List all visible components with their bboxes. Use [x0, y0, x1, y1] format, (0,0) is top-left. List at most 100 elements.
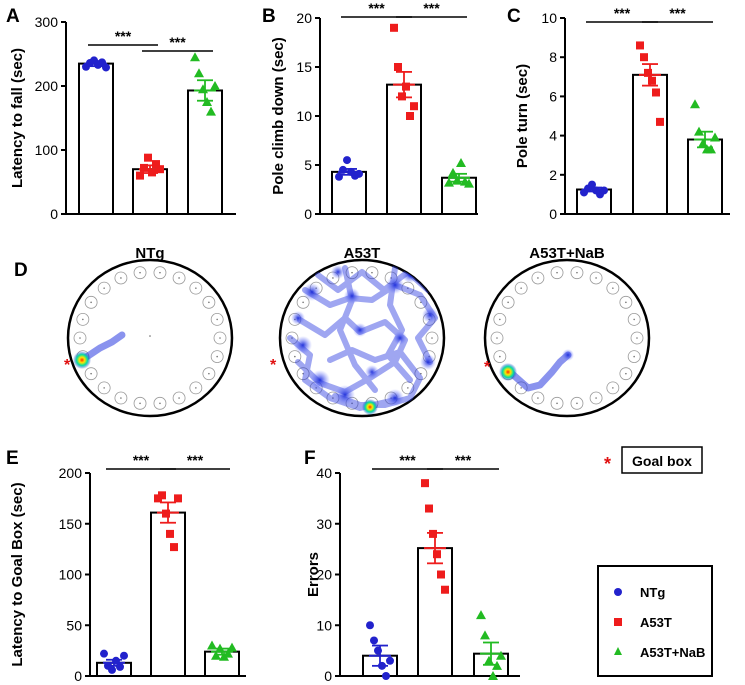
panel-letter-e: E [6, 448, 19, 469]
point-f-1-2 [429, 529, 437, 538]
point-a-2-2 [198, 84, 208, 94]
point-b-2-2 [452, 175, 462, 185]
point-a-2-5 [210, 81, 220, 90]
point-f-1-5 [441, 585, 449, 594]
maze-hole-3-13 [501, 295, 515, 309]
sig-label-b-0: *** [368, 0, 385, 16]
point-b-2-5 [464, 178, 474, 188]
maze-hole-1-6 [133, 396, 147, 410]
y-tick-label-e-4: 200 [59, 465, 83, 481]
panel-d-heatmaps: D NTg A53T A53T+NaB * [14, 245, 651, 418]
legend-a53t-square-icon [614, 618, 622, 626]
maze-hole-center-1-17 [159, 271, 161, 274]
maze-hole-2-13 [296, 295, 310, 309]
point-c-1-4 [652, 88, 660, 97]
y-axis-label-a: Latency to fall (sec) [9, 48, 26, 188]
maze-hole-1-2 [202, 367, 216, 381]
point-e-1-3 [166, 529, 174, 538]
maze-hole-1-14 [97, 281, 111, 295]
point-f-2-5 [496, 650, 506, 660]
maze-hole-1-12 [76, 313, 90, 326]
y-tick-label-c-2: 4 [549, 128, 557, 144]
maze-hole-1-18 [172, 271, 186, 285]
goal-marker-a53t: * [270, 357, 277, 374]
maze-hole-2-20 [414, 295, 428, 309]
maze-hole-3-7 [531, 391, 545, 405]
sig-label-f-1: *** [455, 452, 472, 468]
sig-label-e-0: *** [133, 452, 150, 468]
maze-hole-3-6 [550, 396, 564, 410]
point-e-1-1 [158, 491, 166, 500]
point-f-2-3 [488, 671, 498, 680]
maze-hole-1-1 [210, 350, 224, 363]
legend-ntg-circle-icon [614, 588, 622, 596]
maze-hole-1-21 [210, 313, 224, 326]
maze-hole-3-12 [493, 313, 507, 326]
maze-hole-center-1-8 [103, 387, 105, 389]
point-a-0-5 [102, 63, 110, 72]
point-e-0-3 [112, 656, 120, 665]
maze-hole-center-3-3 [612, 387, 614, 389]
panel-letter-f: F [304, 448, 316, 469]
maze-hole-3-5 [570, 396, 584, 410]
sig-label-e-1: *** [187, 452, 204, 468]
goal-marker-a53t-nab: * [484, 359, 491, 376]
maze-hole-3-16 [550, 266, 564, 280]
bar-c-1 [632, 73, 668, 215]
y-tick-label-f-4: 40 [316, 465, 332, 481]
maze-hole-3-2 [619, 367, 633, 381]
maze-hole-center-3-15 [537, 277, 539, 279]
maze-hole-center-3-19 [612, 287, 614, 289]
point-f-0-5 [386, 656, 394, 665]
y-tick-label-f-2: 20 [316, 567, 332, 583]
point-e-0-0 [100, 649, 108, 658]
point-f-2-2 [484, 655, 494, 665]
maze-hole-3-3 [606, 381, 620, 395]
heatmap-trace-a53t-nab [499, 349, 574, 392]
maze-hole-center-2-6 [351, 402, 353, 405]
maze-hole-1-8 [97, 381, 111, 395]
maze-hole-center-3-1 [633, 355, 635, 358]
maze-hole-center-1-15 [120, 277, 122, 279]
point-f-0-0 [366, 621, 374, 630]
maze-hole-1-0 [213, 331, 227, 345]
point-b-1-5 [410, 102, 418, 111]
y-tick-label-e-0: 0 [74, 668, 82, 684]
sig-label-f-0: *** [399, 452, 416, 468]
panel-letter-c: C [507, 6, 521, 27]
maze-hole-center-3-2 [625, 372, 627, 375]
maze-hole-center-1-13 [90, 301, 92, 304]
legend-label-a53t: A53T [640, 615, 672, 630]
point-f-2-1 [480, 630, 490, 640]
point-a-1-3 [148, 168, 156, 177]
maze-hole-center-1-7 [120, 397, 122, 399]
y-axis-label-b: Pole climb down (sec) [270, 37, 287, 195]
point-e-0-5 [120, 651, 128, 660]
point-b-2-0 [444, 177, 454, 187]
point-b-1-3 [402, 82, 410, 91]
point-b-0-5 [355, 169, 363, 178]
maze-hole-center-3-7 [537, 397, 539, 399]
maze-hole-3-10 [493, 350, 507, 363]
point-b-2-3 [456, 158, 466, 168]
point-a-1-1 [140, 163, 148, 172]
point-a-1-4 [152, 160, 160, 169]
maze-hole-center-3-5 [576, 402, 578, 405]
bar-f-1 [417, 547, 453, 677]
point-f-1-1 [425, 504, 433, 513]
y-tick-label-b-4: 20 [296, 10, 312, 26]
maze-hole-3-18 [589, 271, 603, 285]
panel-b-pole-climb-down: B Pole climb down (sec) 0 5 10 15 20 *** *** [262, 0, 478, 222]
goal-box-legend-marker: * [604, 454, 611, 474]
point-e-1-2 [162, 509, 170, 518]
y-tick-label-b-1: 5 [304, 157, 312, 173]
point-c-1-0 [636, 41, 644, 50]
maze-hole-1-5 [153, 396, 167, 410]
bar-a-1 [132, 168, 168, 215]
maze-hole-center-1-20 [208, 301, 210, 304]
maze-hole-center-2-0 [431, 337, 433, 339]
point-b-1-2 [398, 92, 406, 101]
point-e-2-4 [223, 648, 233, 658]
maze-hole-center-3-11 [496, 337, 498, 339]
